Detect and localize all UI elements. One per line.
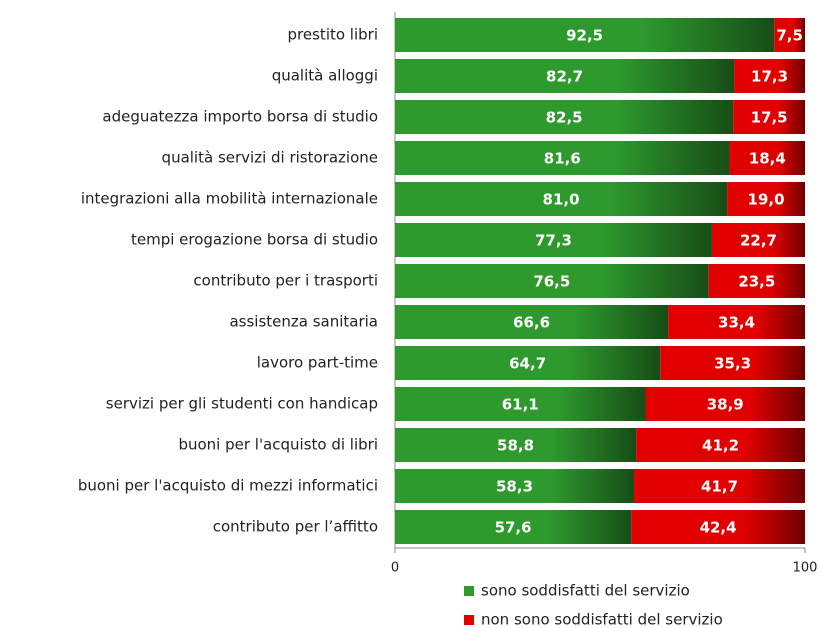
value-label: 58,8 (497, 437, 534, 455)
bar-segment (645, 387, 805, 421)
bar-segment (734, 59, 805, 93)
value-label: 82,5 (546, 109, 583, 127)
bar-segment (634, 469, 805, 503)
category-label: lavoro part-time (257, 354, 378, 372)
value-label: 7,5 (776, 27, 803, 45)
value-label: 23,5 (738, 273, 775, 291)
x-tick-label: 0 (391, 561, 399, 576)
value-label: 33,4 (718, 314, 755, 332)
bar-segment (395, 428, 637, 462)
value-label: 41,2 (702, 437, 739, 455)
value-label: 58,3 (496, 478, 533, 496)
bar-segment (395, 59, 735, 93)
bar-segment (395, 346, 661, 380)
value-label: 17,3 (751, 68, 788, 86)
bar-segment (774, 18, 805, 52)
category-label: buoni per l'acquisto di libri (178, 436, 378, 454)
value-label: 57,6 (495, 519, 532, 537)
value-label: 76,5 (533, 273, 570, 291)
legend-swatch (464, 586, 474, 596)
category-label: integrazioni alla mobilità internazional… (81, 190, 378, 208)
legend-label: non sono soddisfatti del servizio (481, 611, 723, 628)
bar-segment (636, 428, 805, 462)
value-label: 92,5 (566, 27, 603, 45)
bar-segment (395, 100, 734, 134)
bar-segment (395, 469, 635, 503)
value-label: 77,3 (535, 232, 572, 250)
bar-segment (711, 223, 805, 257)
legend-swatch (464, 615, 474, 625)
category-label: assistenza sanitaria (229, 313, 378, 331)
category-label: prestito libri (288, 26, 378, 44)
category-label: contributo per i trasporti (193, 272, 378, 290)
category-label: contributo per l’affitto (213, 518, 378, 536)
bar-segment (660, 346, 805, 380)
value-label: 64,7 (509, 355, 546, 373)
bar-segment (395, 305, 669, 339)
bar-segment (729, 141, 805, 175)
bar-segment (708, 264, 805, 298)
x-tick-label: 100 (793, 561, 818, 576)
bar-segment (395, 223, 712, 257)
legend-label: sono soddisfatti del servizio (481, 582, 690, 600)
category-label: qualità servizi di ristorazione (162, 149, 378, 167)
bar-segment (727, 182, 805, 216)
category-label: tempi erogazione borsa di studio (131, 231, 378, 249)
bar-segment (395, 182, 728, 216)
bar-segment (733, 100, 805, 134)
bar-segment (631, 510, 805, 544)
value-label: 41,7 (701, 478, 738, 496)
value-label: 81,6 (544, 150, 581, 168)
value-label: 66,6 (513, 314, 550, 332)
value-label: 61,1 (502, 396, 539, 414)
value-label: 17,5 (751, 109, 788, 127)
category-label: qualità alloggi (272, 67, 378, 85)
value-label: 42,4 (700, 519, 737, 537)
bar-segment (395, 18, 775, 52)
category-label: adeguatezza importo borsa di studio (102, 108, 378, 126)
value-label: 19,0 (748, 191, 785, 209)
value-label: 22,7 (740, 232, 777, 250)
bar-segment (395, 387, 646, 421)
bar-segment (668, 305, 805, 339)
category-label: buoni per l'acquisto di mezzi informatic… (78, 477, 378, 495)
bar-segment (395, 141, 730, 175)
value-label: 18,4 (749, 150, 786, 168)
value-label: 82,7 (546, 68, 583, 86)
bar-segment (395, 510, 632, 544)
value-label: 35,3 (714, 355, 751, 373)
bar-segment (395, 264, 709, 298)
value-label: 81,0 (543, 191, 580, 209)
value-label: 38,9 (707, 396, 744, 414)
category-label: servizi per gli studenti con handicap (106, 395, 378, 413)
